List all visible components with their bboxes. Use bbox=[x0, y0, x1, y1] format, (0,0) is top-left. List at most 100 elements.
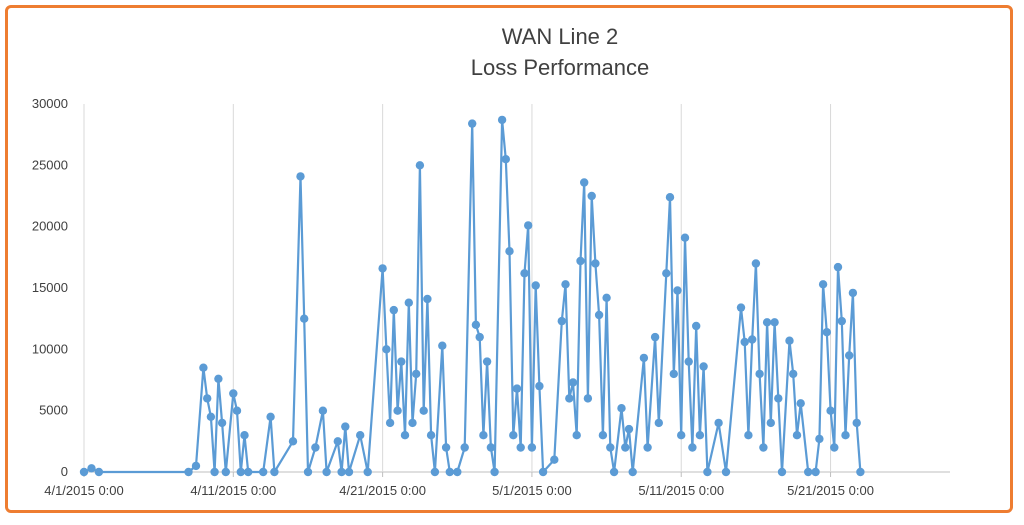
data-point bbox=[856, 467, 865, 477]
data-point bbox=[751, 259, 761, 268]
data-point bbox=[628, 467, 637, 477]
data-point bbox=[210, 467, 219, 477]
data-point bbox=[408, 418, 417, 428]
data-point bbox=[580, 178, 589, 187]
data-point bbox=[744, 431, 753, 440]
data-point bbox=[344, 467, 354, 477]
x-tick-label: 5/21/2015 0:00 bbox=[787, 483, 874, 498]
data-point bbox=[270, 467, 279, 477]
data-point bbox=[524, 221, 533, 230]
data-point bbox=[453, 467, 462, 477]
data-point bbox=[561, 280, 570, 289]
data-point bbox=[815, 434, 824, 444]
data-point bbox=[818, 280, 828, 289]
data-point bbox=[594, 310, 604, 320]
data-point bbox=[311, 443, 320, 452]
data-point bbox=[692, 321, 701, 331]
data-point bbox=[303, 467, 313, 477]
series-loss bbox=[79, 115, 865, 477]
data-point bbox=[479, 431, 488, 440]
data-point bbox=[699, 362, 708, 371]
x-tick-label: 4/1/2015 0:00 bbox=[44, 483, 124, 498]
data-point bbox=[565, 394, 574, 403]
data-point bbox=[203, 394, 212, 403]
data-point bbox=[568, 378, 578, 387]
data-point bbox=[665, 193, 675, 202]
data-point bbox=[341, 422, 350, 431]
data-point bbox=[333, 437, 342, 446]
data-point bbox=[740, 337, 749, 347]
data-point bbox=[404, 298, 413, 307]
data-point bbox=[240, 431, 249, 440]
data-point bbox=[217, 418, 227, 428]
data-point bbox=[300, 314, 309, 323]
data-point bbox=[762, 318, 772, 327]
data-point bbox=[244, 467, 253, 477]
data-point bbox=[650, 332, 660, 342]
data-point bbox=[837, 316, 846, 326]
data-point bbox=[695, 431, 705, 440]
y-tick-label: 25000 bbox=[32, 157, 68, 172]
data-point bbox=[822, 328, 831, 337]
data-point bbox=[482, 357, 492, 366]
data-point bbox=[624, 424, 634, 434]
data-point bbox=[669, 369, 678, 379]
y-tick-label: 30000 bbox=[32, 96, 68, 111]
data-point bbox=[826, 406, 835, 415]
data-point bbox=[206, 412, 216, 421]
data-point bbox=[527, 443, 537, 452]
data-point bbox=[688, 443, 697, 452]
data-point bbox=[512, 384, 522, 393]
data-point bbox=[199, 363, 208, 372]
data-point bbox=[497, 115, 507, 125]
y-tick-label: 20000 bbox=[32, 219, 68, 234]
data-point bbox=[680, 233, 690, 242]
data-point bbox=[572, 431, 581, 440]
data-point bbox=[591, 259, 600, 268]
data-point bbox=[654, 418, 663, 428]
data-point bbox=[501, 155, 510, 164]
data-point bbox=[830, 443, 839, 452]
data-point bbox=[468, 119, 477, 128]
data-point bbox=[259, 467, 268, 477]
data-point bbox=[79, 467, 89, 477]
data-point bbox=[714, 418, 723, 428]
data-point bbox=[796, 399, 805, 408]
data-point bbox=[486, 443, 496, 452]
data-point bbox=[759, 443, 768, 452]
data-point bbox=[400, 431, 410, 440]
data-point bbox=[94, 467, 104, 477]
data-point bbox=[576, 256, 585, 266]
chart-subtitle: Loss Performance bbox=[471, 55, 650, 80]
y-tick-label: 15000 bbox=[32, 280, 68, 295]
data-point bbox=[445, 467, 454, 477]
data-point bbox=[378, 264, 387, 273]
data-point bbox=[426, 431, 436, 440]
data-point bbox=[356, 431, 365, 440]
data-point bbox=[841, 431, 850, 440]
data-point bbox=[721, 467, 731, 477]
data-point bbox=[609, 467, 619, 477]
data-point bbox=[221, 467, 230, 477]
data-point bbox=[774, 394, 783, 403]
data-point bbox=[516, 443, 525, 452]
data-point bbox=[845, 351, 854, 360]
data-point bbox=[557, 316, 566, 326]
data-point bbox=[748, 335, 757, 344]
data-point bbox=[770, 318, 779, 327]
x-tick-label: 5/11/2015 0:00 bbox=[638, 483, 724, 498]
data-point bbox=[755, 369, 764, 379]
y-axis-ticks: 0 5000 10000 15000 20000 25000 30000 bbox=[32, 96, 68, 479]
series-line bbox=[83, 118, 862, 474]
data-point bbox=[684, 357, 693, 366]
data-point bbox=[535, 381, 544, 391]
data-point bbox=[792, 431, 802, 440]
data-point bbox=[598, 431, 608, 440]
data-point bbox=[382, 345, 391, 354]
data-point bbox=[184, 467, 193, 477]
data-point bbox=[736, 303, 746, 312]
x-axis-ticks: 4/1/2015 0:00 4/11/2015 0:00 4/21/2015 0:0… bbox=[44, 483, 874, 498]
data-point bbox=[703, 467, 712, 477]
data-point bbox=[785, 336, 794, 345]
data-point bbox=[389, 305, 398, 315]
